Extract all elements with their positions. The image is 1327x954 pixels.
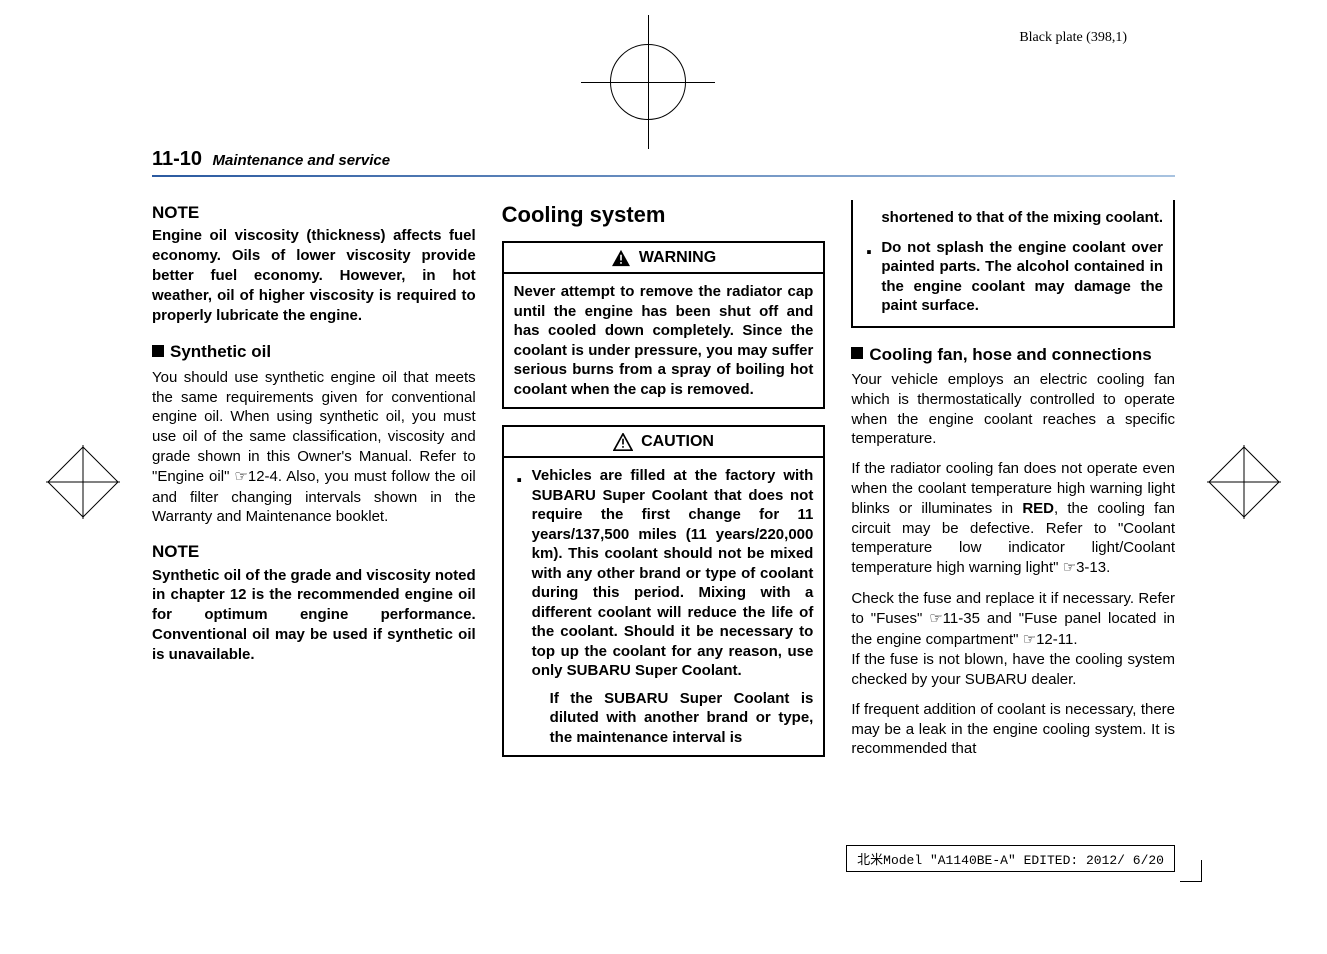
note-label: NOTE xyxy=(152,202,476,224)
warning-body: Never attempt to remove the radiator cap… xyxy=(504,274,824,407)
square-bullet-icon xyxy=(152,345,164,357)
caution-cont-text: shortened to that of the mixing coolant. xyxy=(863,208,1163,228)
p3-c: . xyxy=(1073,631,1077,648)
note-label-2: NOTE xyxy=(152,541,476,563)
square-bullet-icon xyxy=(851,347,863,359)
warning-header: WARNING xyxy=(504,243,824,274)
section-title: Maintenance and service xyxy=(213,152,391,169)
column-2: Cooling system WARNING Never attempt to … xyxy=(502,200,826,824)
footer-model-info: 北米Model "A1140BE-A" EDITED: 2012/ 6/20 xyxy=(846,845,1175,872)
p2-c: . xyxy=(1106,559,1110,576)
pointer-icon: ☞ xyxy=(1023,632,1036,648)
caution-box: CAUTION Vehicles are filled at the facto… xyxy=(502,425,826,757)
note-text: Engine oil viscosity (thickness) affects… xyxy=(152,226,476,325)
plate-note: Black plate (398,1) xyxy=(1019,30,1127,46)
caution-label: CAUTION xyxy=(641,431,714,452)
red-text: RED xyxy=(1022,500,1054,517)
corner-mark-br xyxy=(1180,860,1202,882)
fan-p1: Your vehicle employs an electric cooling… xyxy=(851,370,1175,449)
column-3: shortened to that of the mixing coolant.… xyxy=(851,200,1175,824)
column-1: NOTE Engine oil viscosity (thickness) af… xyxy=(152,200,476,824)
warning-label: WARNING xyxy=(639,247,716,268)
synthetic-oil-heading: Synthetic oil xyxy=(152,341,476,363)
caution-bullet-1: Vehicles are filled at the factory with … xyxy=(514,466,814,747)
cooling-system-title: Cooling system xyxy=(502,200,826,229)
ref-12-4: 12-4 xyxy=(248,468,278,485)
page-number: 11-10 xyxy=(152,148,202,170)
ref-11-35: 11-35 xyxy=(943,610,980,627)
caution-bullet-2: Do not splash the engine coolant over pa… xyxy=(863,238,1163,316)
cooling-fan-heading: Cooling fan, hose and connections xyxy=(851,344,1175,366)
page: Black plate (398,1) 11-10 Maintenance an… xyxy=(0,0,1327,954)
pointer-icon: ☞ xyxy=(234,469,247,485)
crop-mark-left xyxy=(46,445,120,519)
caution-box-continued: shortened to that of the mixing coolant.… xyxy=(851,200,1175,328)
caution-body: Vehicles are filled at the factory with … xyxy=(504,458,824,755)
header-rule xyxy=(152,175,1175,177)
pointer-icon: ☞ xyxy=(929,611,942,627)
fan-p2: If the radiator cooling fan does not ope… xyxy=(851,459,1175,579)
caution-sub-text: If the SUBARU Super Coolant is diluted w… xyxy=(532,689,814,748)
note-text-2: Synthetic oil of the grade and viscosity… xyxy=(152,566,476,665)
pointer-icon: ☞ xyxy=(1063,560,1076,576)
caution-header: CAUTION xyxy=(504,427,824,458)
crop-mark-top xyxy=(610,44,686,120)
content-columns: NOTE Engine oil viscosity (thickness) af… xyxy=(152,200,1175,824)
warning-box: WARNING Never attempt to remove the radi… xyxy=(502,241,826,409)
ref-3-13: 3-13 xyxy=(1076,559,1106,576)
heading-text: Synthetic oil xyxy=(170,342,271,361)
ref-12-11: 12-11 xyxy=(1036,631,1073,648)
crop-mark-right xyxy=(1207,445,1281,519)
fan-p4: If frequent addition of coolant is neces… xyxy=(851,700,1175,759)
synthetic-oil-body: You should use synthetic engine oil that… xyxy=(152,368,476,527)
caution-icon xyxy=(613,433,633,451)
fan-p3: Check the fuse and replace it if necessa… xyxy=(851,589,1175,690)
page-header: 11-10 Maintenance and service xyxy=(152,148,390,171)
caution-bullet-1-text: Vehicles are filled at the factory with … xyxy=(532,467,814,679)
p3-d: If the fuse is not blown, have the cooli… xyxy=(851,651,1175,688)
warning-icon xyxy=(611,249,631,267)
heading-text: Cooling fan, hose and connections xyxy=(869,345,1151,364)
